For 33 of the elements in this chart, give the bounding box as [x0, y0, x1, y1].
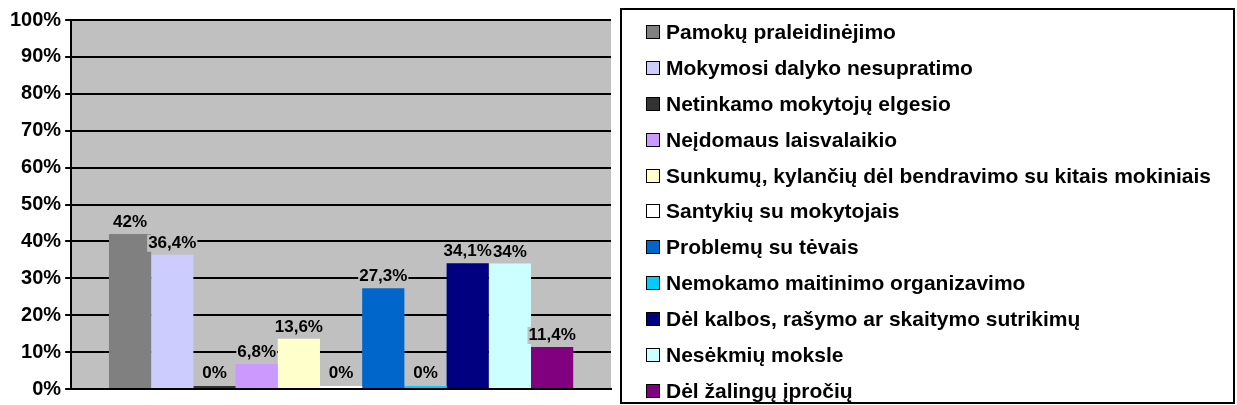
y-tick-label: 40%	[21, 228, 62, 251]
y-tick-label: 80%	[21, 81, 62, 104]
data-label: 13,6%	[274, 317, 323, 336]
data-label: 42%	[113, 212, 148, 232]
legend-label: Mokymosi dalyko nesupratimo	[666, 55, 973, 80]
y-tick-label: 20%	[21, 302, 62, 325]
y-tick-label: 50%	[21, 192, 62, 215]
y-tick-label: 90%	[21, 44, 62, 67]
legend-label: Problemų su tėvais	[666, 235, 859, 260]
legend-label: Dėl žalingų įpročių	[666, 378, 853, 403]
data-label: 36,4%	[148, 232, 197, 252]
y-tick-label: 100%	[10, 7, 62, 30]
data-label: 6,8%	[237, 342, 277, 362]
legend-label: Nemokamo maitinimo organizavimo	[666, 271, 1026, 296]
legend-label: Nesėkmių moksle	[666, 342, 844, 367]
legend-label: Sunkumų, kylančių dėl bendravimo su kitais mokiniais	[666, 163, 1211, 188]
legend-label: Netinkamo mokytojų elgesio	[666, 91, 951, 116]
data-label: 0%	[202, 363, 227, 383]
y-tick-label: 10%	[21, 339, 62, 362]
legend-label: Santykių su mokytojais	[666, 199, 900, 224]
data-label: 34%	[492, 241, 527, 261]
y-tick-label: 30%	[21, 265, 62, 288]
legend-label: Dėl kalbos, rašymo ar skaitymo sutrikimų	[666, 307, 1081, 332]
data-label: 11,4%	[528, 325, 576, 345]
data-label: 0%	[413, 363, 438, 383]
data-label: 34,1%	[443, 241, 492, 261]
y-tick-label: 60%	[21, 155, 62, 178]
y-tick-label: 0%	[32, 376, 62, 399]
data-label: 0%	[328, 363, 354, 383]
data-label: 27,3%	[359, 266, 408, 286]
legend-label: Pamokų praleidinėjimo	[666, 19, 896, 44]
y-tick-label: 70%	[21, 118, 62, 141]
legend-label: Neįdomaus laisvalaikio	[666, 127, 898, 152]
